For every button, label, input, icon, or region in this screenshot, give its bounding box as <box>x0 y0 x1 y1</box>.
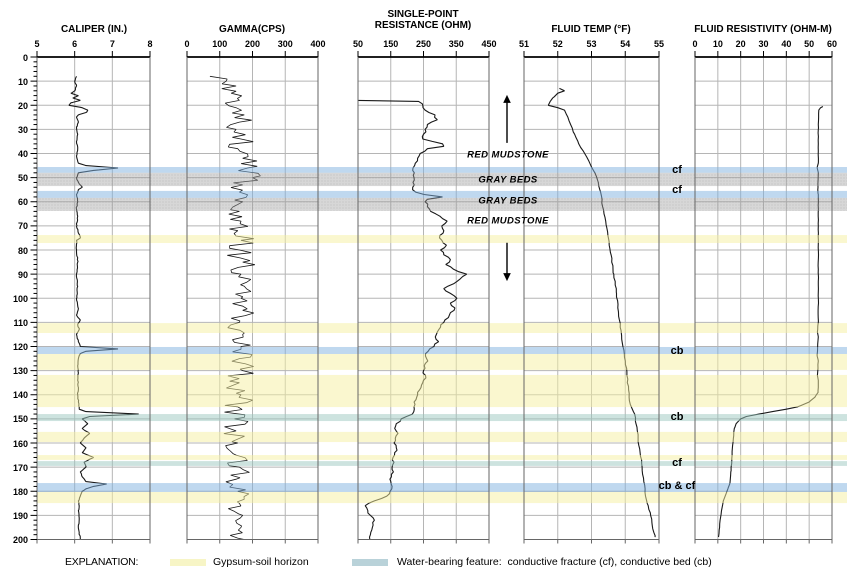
feature-label-cf: cf <box>672 163 682 176</box>
depth-label-10: 10 <box>17 76 28 87</box>
down-arrow-icon <box>503 273 511 282</box>
zone-label: RED MUDSTONE <box>467 215 549 227</box>
depth-label-20: 20 <box>17 100 28 111</box>
axis-tick-fluid_res-40: 40 <box>781 39 792 49</box>
water-bearing-swatch <box>352 559 388 566</box>
gridlines <box>37 57 832 540</box>
track-title-gamma: GAMMA(CPS) <box>218 24 286 35</box>
band-blue <box>37 167 847 173</box>
band-yellow <box>37 323 847 333</box>
track-title-fluid-resistivity: FLUID RESISTIVITY (OHM-M) <box>694 24 832 35</box>
band-yellow <box>37 431 847 443</box>
depth-label-130: 130 <box>12 366 28 377</box>
axis-tick-caliper-6: 6 <box>72 39 78 49</box>
axis-tick-caliper-7: 7 <box>109 39 115 49</box>
axis-tick-fluid_res-0: 0 <box>692 39 698 49</box>
axis-tick-fluid_res-20: 20 <box>735 39 746 49</box>
band-gray-stipple <box>37 172 847 187</box>
explanation-legend: EXPLANATION: Gypsum-soil horizon Water-b… <box>0 552 854 576</box>
axis-tick-fluid_temp-54: 54 <box>620 39 631 49</box>
zone-label: GRAY BEDS <box>478 195 538 207</box>
curve-caliper <box>68 76 139 540</box>
feature-label-cb: cb <box>670 410 684 423</box>
band-yellow <box>37 235 847 244</box>
axes-and-ticks <box>30 51 833 544</box>
up-arrow-icon <box>503 94 511 103</box>
depth-label-90: 90 <box>17 269 28 280</box>
track-title-single-point-resistance: SINGLE-POINT RESISTANCE (OHM) <box>374 9 472 31</box>
axis-tick-fluid_temp-51: 51 <box>518 39 530 49</box>
axis-tick-gamma-200: 200 <box>244 39 261 49</box>
axis-tick-fluid_temp-52: 52 <box>552 39 563 49</box>
depth-label-150: 150 <box>12 414 28 425</box>
axis-tick-fluid_res-10: 10 <box>712 39 723 49</box>
depth-label-110: 110 <box>13 317 28 328</box>
depth-label-170: 170 <box>12 462 28 473</box>
band-blue <box>37 483 847 492</box>
feature-label-cbcf: cb & cf <box>658 479 696 492</box>
depth-label-100: 100 <box>12 293 28 304</box>
axis-tick-caliper-8: 8 <box>147 39 153 49</box>
depth-label-120: 120 <box>12 342 28 352</box>
zone-label: GRAY BEDS <box>478 174 538 186</box>
depth-label-140: 140 <box>12 390 28 401</box>
axis-tick-caliper-5: 5 <box>34 39 40 49</box>
band-gray-stipple <box>37 197 847 211</box>
highlight-bands <box>37 167 847 504</box>
band-cyan <box>37 461 847 466</box>
band-cyan <box>37 414 847 422</box>
axis-tick-fluid_temp-55: 55 <box>653 39 665 49</box>
depth-label-30: 30 <box>17 124 28 135</box>
axis-tick-fluid_res-50: 50 <box>804 39 815 49</box>
depth-label-40: 40 <box>17 149 28 159</box>
axis-tick-gamma-100: 100 <box>212 39 228 49</box>
curve-fluid_temp <box>547 87 656 538</box>
depth-label-200: 200 <box>12 535 28 545</box>
axis-tick-gamma-300: 300 <box>277 39 293 49</box>
feature-label-cf: cf <box>672 457 682 470</box>
depth-label-0: 0 <box>22 52 28 63</box>
band-yellow <box>37 491 847 504</box>
gypsum-horizon-swatch <box>170 559 206 566</box>
band-blue <box>37 346 847 354</box>
depth-label-160: 160 <box>12 438 28 449</box>
zone-extent-arrows <box>503 94 511 282</box>
feature-label-cb: cb <box>670 345 684 358</box>
axis-tick-resistance-50: 50 <box>352 39 364 49</box>
zone-label: RED MUDSTONE <box>467 149 549 161</box>
gypsum-horizon-label: Gypsum-soil horizon <box>213 556 309 568</box>
log-curves <box>68 75 824 540</box>
band-yellow <box>37 374 847 408</box>
legend-heading: EXPLANATION: <box>65 556 139 568</box>
depth-label-70: 70 <box>17 221 28 232</box>
water-bearing-label: Water-bearing feature: conductive fractu… <box>397 556 712 568</box>
track-title-fluid-temp: FLUID TEMP (°F) <box>551 24 631 35</box>
axis-tick-gamma-400: 400 <box>310 39 326 49</box>
depth-label-180: 180 <box>12 486 28 497</box>
axis-tick-fluid_res-60: 60 <box>826 39 838 49</box>
axis-tick-resistance-450: 450 <box>481 39 497 49</box>
track-title-caliper: CALIPER (IN.) <box>60 24 128 35</box>
depth-label-190: 190 <box>12 510 28 521</box>
curve-single_point_resistance <box>357 99 467 540</box>
axis-tick-fluid_res-30: 30 <box>758 39 769 49</box>
axis-tick-resistance-350: 350 <box>448 39 464 49</box>
axis-tick-gamma-0: 0 <box>184 39 190 49</box>
axis-tick-resistance-250: 250 <box>415 39 432 49</box>
band-blue <box>37 190 847 198</box>
band-yellow <box>37 455 847 460</box>
depth-label-50: 50 <box>17 173 28 184</box>
axis-tick-resistance-150: 150 <box>383 39 399 49</box>
feature-label-cf: cf <box>672 183 682 196</box>
depth-label-60: 60 <box>17 197 28 208</box>
depth-label-80: 80 <box>17 245 28 256</box>
band-yellow <box>37 353 847 370</box>
axis-tick-fluid_temp-53: 53 <box>586 39 597 49</box>
